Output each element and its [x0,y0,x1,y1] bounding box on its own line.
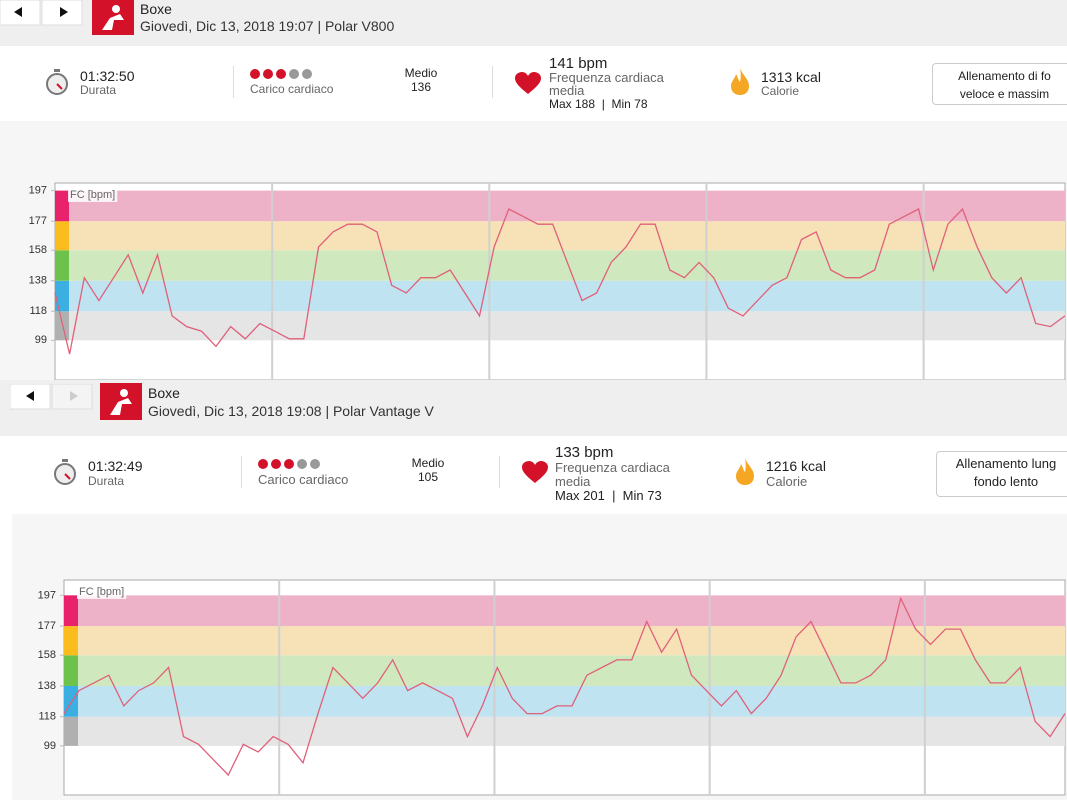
header-bg [0,380,1067,436]
session-info: Giovedì, Dic 13, 2018 19:07 | Polar V800 [140,18,395,34]
zone-strip [55,190,69,222]
load-label: Carico cardiaco [250,82,334,96]
flame-icon [736,458,754,485]
session-info: Giovedì, Dic 13, 2018 19:08 | Polar Vant… [148,403,434,419]
hr-zone [64,655,1065,686]
divider [233,66,234,98]
avg-value: 105 [417,470,439,484]
training-benefit[interactable]: Allenamento di fo veloce e massim [932,63,1067,105]
sport-icon [100,383,142,420]
benefit-text: fondo lento [973,474,1039,489]
load-label: Carico cardiaco [258,472,349,487]
divider [241,456,242,488]
y-tick-label: 138 [29,275,47,287]
stopwatch-icon [54,459,76,485]
hr-zone [64,716,1065,746]
label-bg [77,584,127,599]
zone-strip [55,280,69,312]
flame-icon [731,68,749,95]
calories-label: Calorie [761,84,800,98]
nav[interactable] [0,0,84,26]
sport-title: Boxe [140,1,172,17]
zone-strip [55,311,69,341]
zone-strip [64,685,78,717]
y-tick-label: 177 [29,215,47,227]
hr-avg: 133 bpm [555,444,614,461]
y-axis-label: FC [bpm] [70,189,115,201]
hr-zone [55,221,1065,251]
y-tick-label: 99 [35,334,47,346]
hr-zone [55,190,1065,222]
benefit-text: Allenamento lung [955,456,1057,471]
hr-label: media [549,83,585,98]
y-tick-label: 99 [44,740,56,752]
y-tick-label: 197 [29,185,47,197]
hr-range: Max 201 | Min 73 [555,488,662,503]
heart-icon [522,461,548,483]
hr-chart: 99 118 138 158 177 197 FC [bpm] [38,579,1066,796]
hr-label: Frequenza cardiaca [549,70,664,85]
y-tick-label: 177 [38,620,56,632]
load-dots [258,459,320,469]
divider [492,66,493,98]
sport-icon [92,0,134,35]
calories: 1216 kcal [766,458,826,474]
y-tick-label: 158 [29,244,47,256]
y-axis-label: FC [bpm] [79,586,124,598]
header-bg [0,0,1067,46]
zone-strip [55,250,69,281]
nav[interactable] [10,384,94,410]
hr-zone [55,250,1065,281]
avg-value: 136 [410,80,432,94]
hr-zone [64,685,1065,717]
hr-avg: 141 bpm [549,55,608,72]
duration: 01:32:49 [88,458,143,474]
hr-zone [55,280,1065,312]
calories: 1313 kcal [761,69,821,85]
hr-zone [64,595,1065,627]
heart-icon [515,72,541,94]
training-benefit[interactable]: Allenamento lung fondo lento [936,451,1067,497]
avg-label: Medio [411,456,445,470]
hr-line [54,207,1066,355]
duration-label: Durata [88,474,125,488]
hr-label: media [555,474,591,489]
zone-strip [64,595,78,627]
sport-title: Boxe [148,385,180,401]
benefit-text: Allenamento di fo [958,69,1051,83]
hr-zone [64,626,1065,656]
calories-label: Calorie [766,474,808,489]
hr-range: Max 188 | Min 78 [549,97,648,111]
y-tick-label: 138 [38,680,56,692]
avg-label: Medio [404,66,438,80]
duration: 01:32:50 [80,68,135,84]
zone-strip [55,221,69,251]
hr-label: Frequenza cardiaca [555,460,670,475]
y-tick-label: 197 [38,589,56,601]
hr-line [63,596,1066,777]
y-tick-label: 118 [38,711,56,723]
zone-strip [64,626,78,656]
stopwatch-icon [46,69,68,95]
duration-label: Durata [80,83,117,97]
y-tick-label: 158 [38,649,56,661]
label-bg [68,187,118,202]
divider [499,456,500,488]
y-tick-label: 118 [29,305,47,317]
zone-strip [64,655,78,686]
benefit-text: veloce e massim [959,87,1050,101]
load-dots [250,69,312,79]
hr-chart: 99 118 138 158 177 197 FC [bpm] [29,182,1066,380]
zone-strip [64,716,78,746]
